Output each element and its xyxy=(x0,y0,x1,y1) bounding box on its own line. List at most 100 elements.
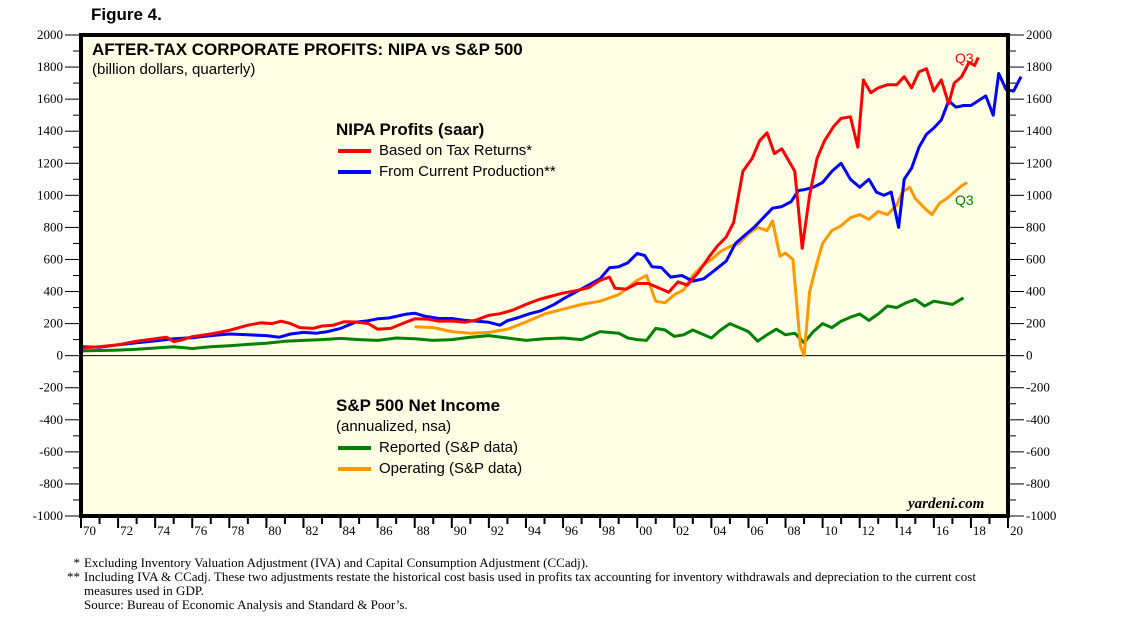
y-tick-label: 1400 xyxy=(1026,123,1052,138)
footnote-mark: * xyxy=(73,555,81,570)
y-tick-label: 0 xyxy=(57,348,64,363)
x-tick-label: 76 xyxy=(194,523,208,538)
x-tick-label: 10 xyxy=(825,523,838,538)
chart-title: AFTER-TAX CORPORATE PROFITS: NIPA vs S&P… xyxy=(92,40,523,59)
y-tick-label: 200 xyxy=(44,316,64,331)
plot-frame xyxy=(79,33,1010,518)
x-tick-label: 16 xyxy=(936,523,950,538)
y-tick-label: 1000 xyxy=(1026,187,1052,202)
series-layer xyxy=(80,56,1023,358)
x-tick-label: 84 xyxy=(343,523,357,538)
series-line-reported-s-p-data xyxy=(80,296,965,353)
x-tick-label: 04 xyxy=(713,523,727,538)
x-tick-label: 20 xyxy=(1010,523,1023,538)
x-tick-label: 90 xyxy=(454,523,467,538)
y-tick-label: -600 xyxy=(1026,444,1050,459)
legend-label: Operating (S&P data) xyxy=(379,460,523,477)
x-tick-label: 78 xyxy=(231,523,244,538)
legend-swatch-green xyxy=(338,445,371,450)
y-tick-label: 600 xyxy=(44,251,64,266)
x-tick-label: 86 xyxy=(380,523,394,538)
y-tick-label: 400 xyxy=(44,284,64,299)
y-tick-label: -400 xyxy=(39,412,63,427)
y-tick-label: 1600 xyxy=(37,91,63,106)
y-tick-label: 1800 xyxy=(1026,59,1052,74)
legend-sp500: S&P 500 Net Income (annualized, nsa) Rep… xyxy=(336,396,522,479)
y-tick-label: 1400 xyxy=(37,123,63,138)
x-tick-label: 82 xyxy=(305,523,318,538)
y-tick-label: 800 xyxy=(1026,219,1046,234)
y-tick-label: 800 xyxy=(44,219,64,234)
y-tick-label: 2000 xyxy=(1026,27,1052,42)
x-tick-label: 88 xyxy=(417,523,430,538)
x-tick-label: 96 xyxy=(565,523,579,538)
legend-swatch-red xyxy=(338,148,371,153)
x-tick-label: 80 xyxy=(268,523,281,538)
x-tick-label: 98 xyxy=(602,523,615,538)
legend-label: Based on Tax Returns* xyxy=(379,142,533,159)
y-tick-label: -200 xyxy=(1026,380,1050,395)
legend-item-tax-returns: Based on Tax Returns* xyxy=(336,140,556,161)
y-tick-label: 1600 xyxy=(1026,91,1052,106)
legend-swatch-blue xyxy=(338,169,371,174)
y-tick-label: -1000 xyxy=(1026,508,1056,523)
x-tick-label: 06 xyxy=(750,523,764,538)
footnote-mark xyxy=(50,598,84,612)
legend-nipa-title: NIPA Profits (saar) xyxy=(336,120,485,139)
legend-label: Reported (S&P data) xyxy=(379,439,518,456)
y-tick-label: 400 xyxy=(1026,284,1046,299)
y-tick-label: 600 xyxy=(1026,251,1046,266)
legend-nipa: NIPA Profits (saar) Based on Tax Returns… xyxy=(336,120,556,182)
x-tick-label: 18 xyxy=(973,523,986,538)
footnote: Source: Bureau of Economic Analysis and … xyxy=(50,598,984,612)
legend-sp500-title: S&P 500 Net Income xyxy=(336,396,501,415)
right-y-axis: 2000180016001400120010008006004002000-20… xyxy=(1008,27,1056,523)
x-tick-label: 74 xyxy=(157,523,171,538)
x-tick-label: 70 xyxy=(83,523,96,538)
x-tick-label: 92 xyxy=(491,523,504,538)
footnote-text: Source: Bureau of Economic Analysis and … xyxy=(84,597,408,612)
footnote-mark: ** xyxy=(67,569,80,584)
y-tick-label: -800 xyxy=(39,476,63,491)
footnote: * Excluding Inventory Valuation Adjustme… xyxy=(50,556,984,570)
annotation-q3-green: Q3 xyxy=(955,192,974,208)
legend-item-reported: Reported (S&P data) xyxy=(336,437,522,458)
x-tick-label: 00 xyxy=(639,523,652,538)
y-tick-label: -400 xyxy=(1026,412,1050,427)
legend-label: From Current Production** xyxy=(379,163,556,180)
x-tick-label: 12 xyxy=(862,523,875,538)
legend-sp500-subtitle: (annualized, nsa) xyxy=(336,418,452,435)
x-axis: 70 72 74 76 78 80 82 84 86 88 90 92 94 96 98 00 02 04 06 08… xyxy=(80,516,1023,538)
x-tick-label: 08 xyxy=(788,523,801,538)
watermark: yardeni.com xyxy=(908,496,985,512)
legend-swatch-orange xyxy=(338,466,371,471)
legend-item-operating: Operating (S&P data) xyxy=(336,458,522,479)
legend-item-current-production: From Current Production** xyxy=(336,161,556,182)
x-tick-label: 02 xyxy=(676,523,689,538)
chart-subtitle: (billion dollars, quarterly) xyxy=(92,61,256,78)
y-tick-label: -600 xyxy=(39,444,63,459)
y-tick-label: 2000 xyxy=(37,27,63,42)
y-tick-label: 1000 xyxy=(37,187,63,202)
y-tick-label: 1800 xyxy=(37,59,63,74)
figure-label: Figure 4. xyxy=(91,5,162,24)
x-tick-label: 94 xyxy=(528,523,542,538)
y-tick-label: -800 xyxy=(1026,476,1050,491)
x-tick-label: 14 xyxy=(899,523,913,538)
series-line-based-on-tax-returns xyxy=(80,56,980,350)
y-tick-label: 1200 xyxy=(1026,155,1052,170)
y-tick-label: 1200 xyxy=(37,155,63,170)
y-tick-label: -1000 xyxy=(33,508,63,523)
series-line-from-current-production xyxy=(80,72,1023,349)
plot-background xyxy=(81,35,1008,516)
y-tick-label: -200 xyxy=(39,380,63,395)
annotation-q3-red: Q3 xyxy=(955,50,974,66)
footnote-text: Including IVA & CCadj. These two adjustm… xyxy=(84,569,976,598)
y-tick-label: 0 xyxy=(1026,348,1033,363)
footnotes: * Excluding Inventory Valuation Adjustme… xyxy=(50,556,984,612)
left-y-axis: 2000180016001400120010008006004002000-20… xyxy=(33,27,81,523)
y-tick-label: 200 xyxy=(1026,316,1046,331)
footnote-text: Excluding Inventory Valuation Adjustment… xyxy=(84,555,589,570)
x-tick-label: 72 xyxy=(120,523,133,538)
